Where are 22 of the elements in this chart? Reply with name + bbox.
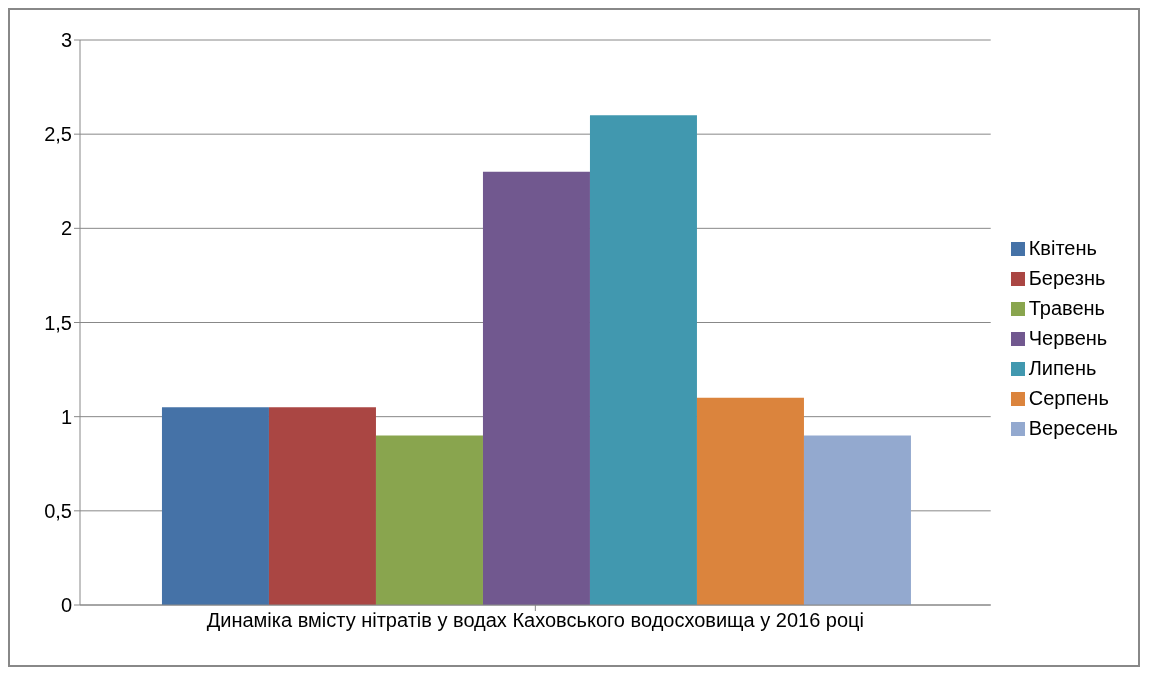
legend-label: Березнь bbox=[1028, 266, 1106, 289]
bar bbox=[375, 435, 483, 605]
legend-label: Квітень bbox=[1028, 236, 1097, 259]
y-tick-label: 0 bbox=[60, 594, 72, 617]
bar bbox=[589, 115, 697, 605]
bar bbox=[161, 407, 269, 605]
y-tick-label: 3 bbox=[60, 29, 72, 52]
y-tick-label: 0,5 bbox=[44, 499, 72, 522]
legend-label: Липень bbox=[1028, 356, 1097, 379]
y-tick-label: 2,5 bbox=[44, 123, 72, 146]
bar bbox=[482, 171, 590, 605]
bar bbox=[696, 397, 804, 605]
y-tick-label: 1,5 bbox=[44, 311, 72, 334]
y-tick-label: 1 bbox=[60, 405, 72, 428]
legend-label: Серпень bbox=[1028, 386, 1109, 409]
legend-label: Червень bbox=[1028, 326, 1108, 349]
bar bbox=[803, 435, 911, 605]
y-tick-label: 2 bbox=[60, 217, 72, 240]
legend-label: Вересень bbox=[1028, 416, 1118, 439]
bar bbox=[268, 407, 376, 605]
legend-label: Травень bbox=[1028, 296, 1106, 319]
x-tick-label: Динаміка вмісту нітратів у водах Каховського водосховища у 2016 році bbox=[206, 609, 864, 632]
